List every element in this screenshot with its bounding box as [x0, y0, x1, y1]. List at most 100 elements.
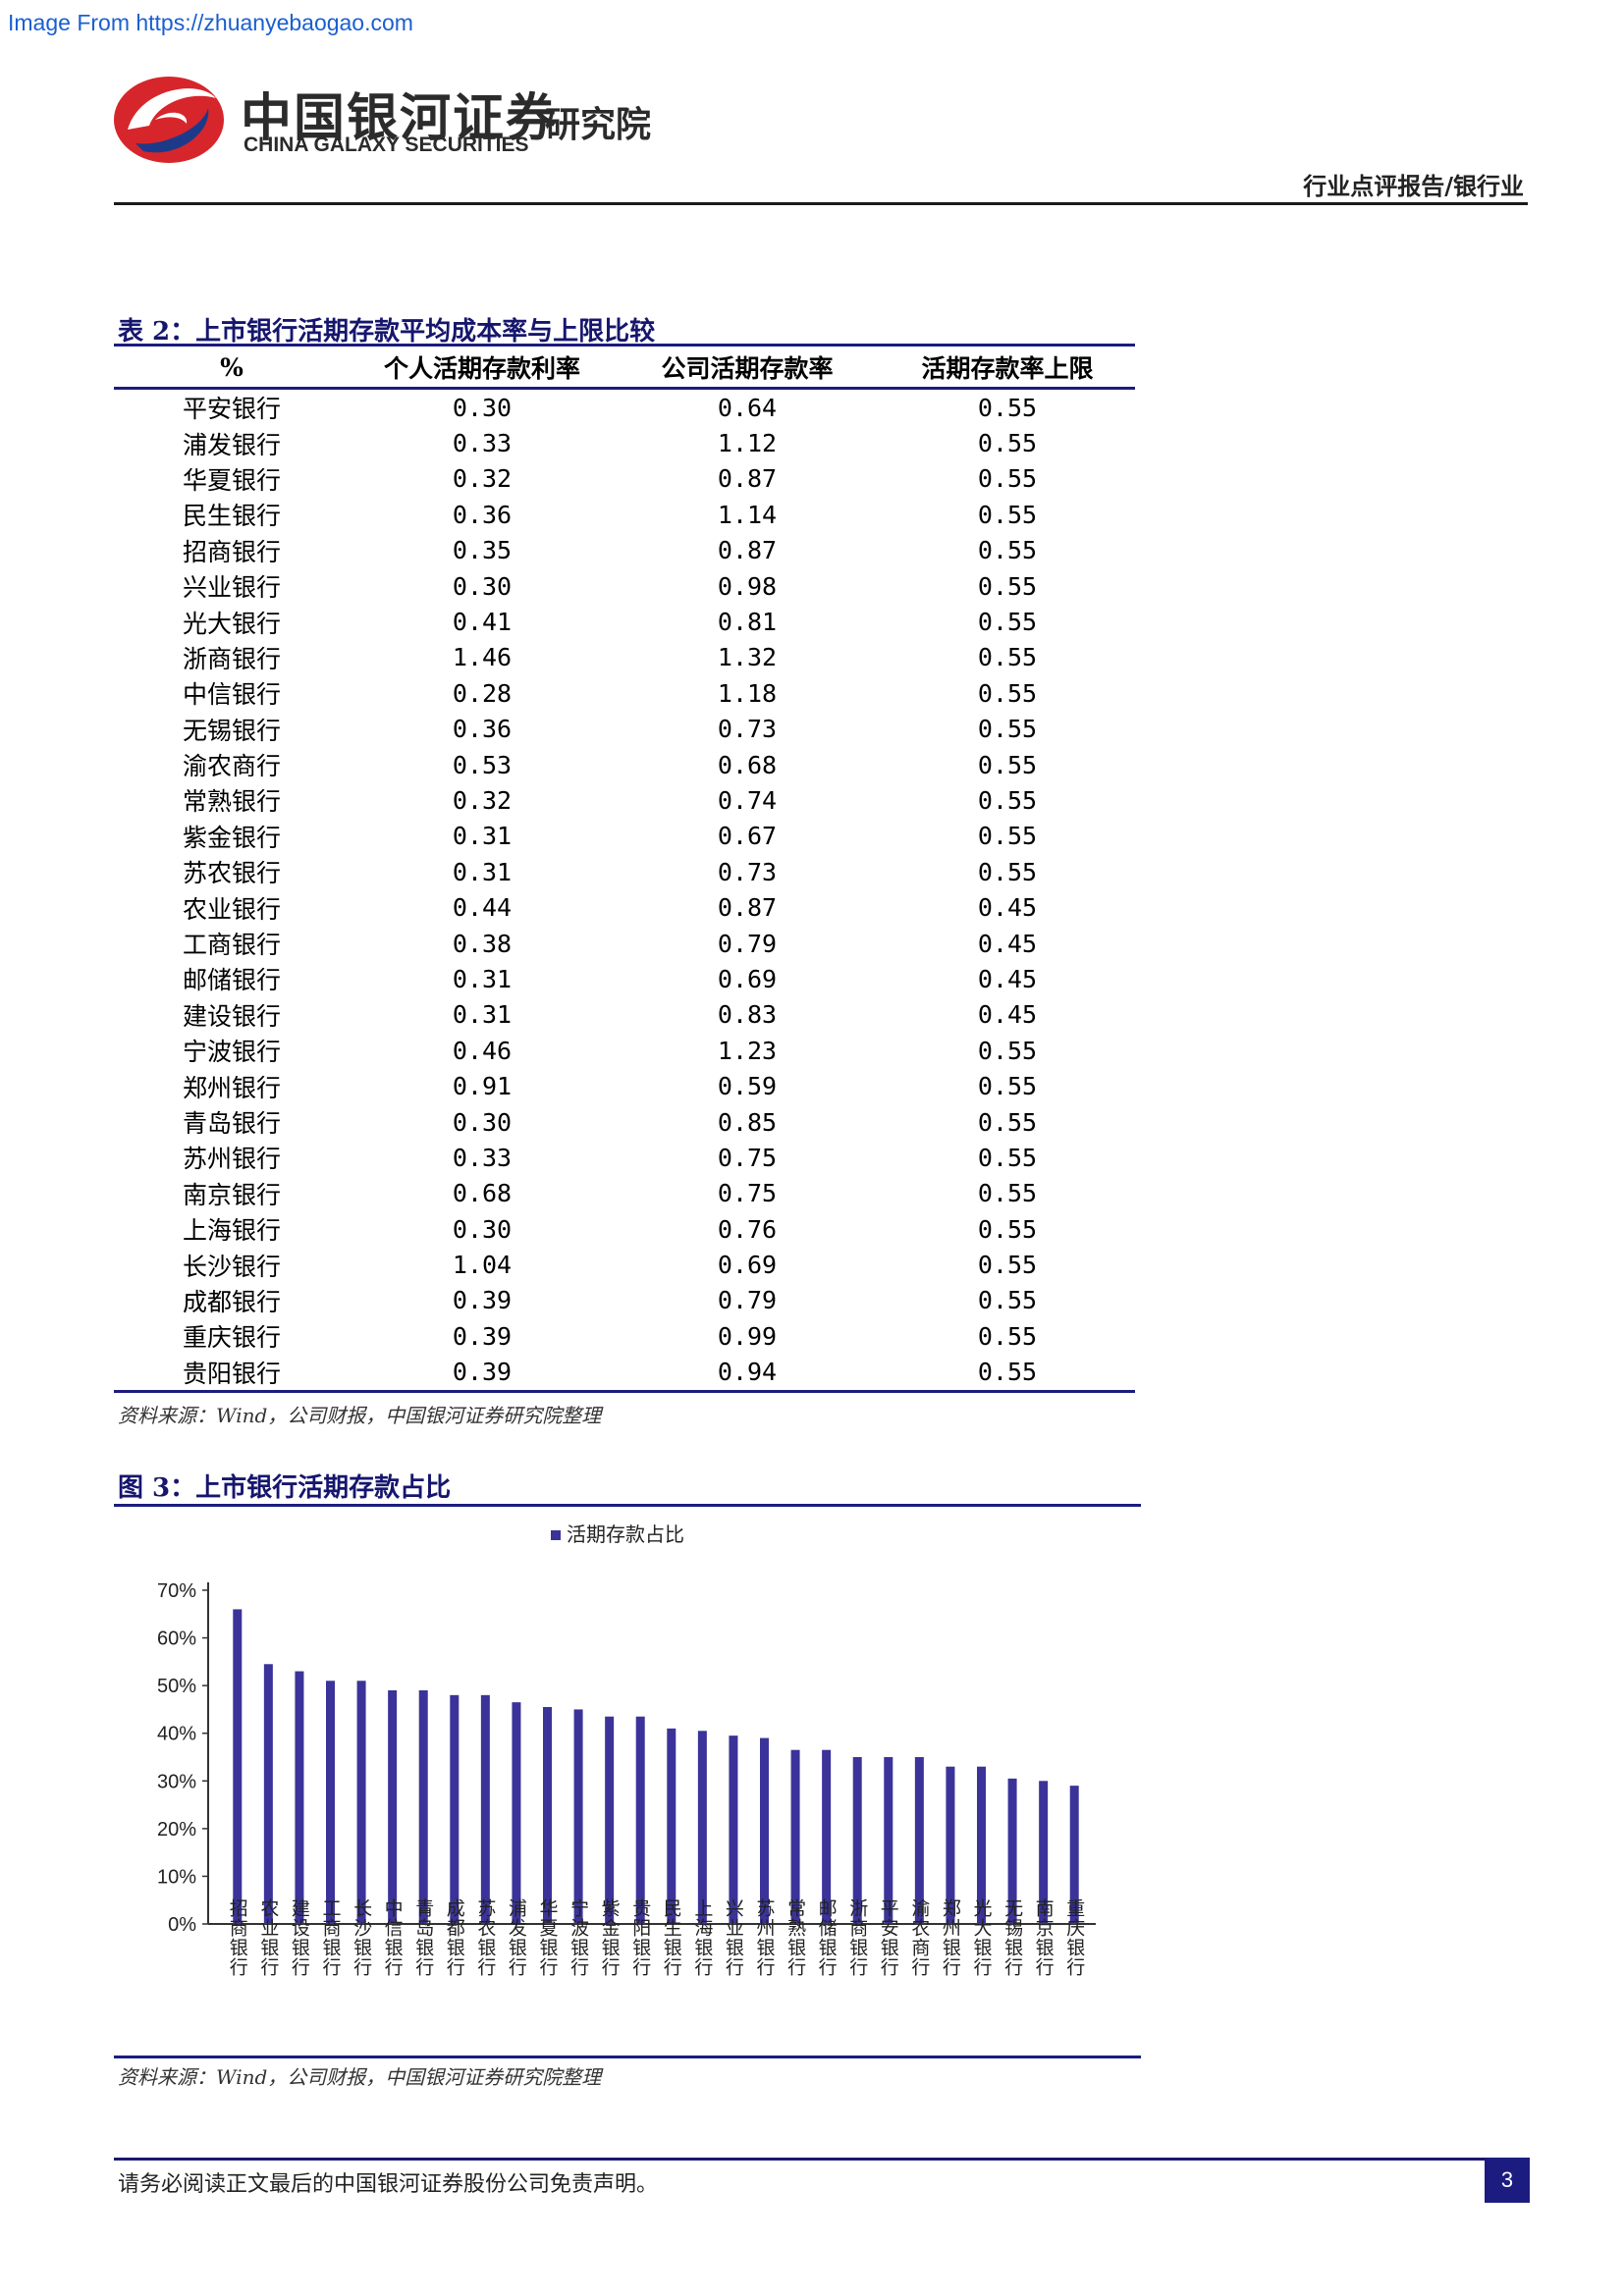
- personal-rate-cell: 1.04: [452, 1251, 513, 1280]
- personal-rate-cell: 0.39: [452, 1286, 513, 1315]
- table-row: 重庆银行 0.39 0.99 0.55: [114, 1318, 1135, 1354]
- bar: [760, 1737, 769, 1924]
- bank-name-cell: 紫金银行: [182, 823, 281, 852]
- y-tick-label: 20%: [157, 1819, 196, 1841]
- corporate-rate-cell: 0.68: [717, 750, 778, 779]
- x-tick-label: 成都银行: [444, 1898, 465, 1977]
- x-tick-label: 兴业银行: [723, 1898, 744, 1977]
- rate-cap-cell: 0.45: [977, 893, 1038, 923]
- x-tick-label: 光大银行: [971, 1898, 993, 1977]
- corporate-rate-cell: 1.32: [717, 643, 778, 672]
- personal-rate-cell: 0.32: [452, 785, 513, 815]
- y-tick-label: 30%: [157, 1771, 196, 1792]
- bar: [388, 1690, 398, 1924]
- bar: [573, 1709, 583, 1924]
- personal-rate-cell: 0.30: [452, 393, 513, 422]
- personal-rate-cell: 0.36: [452, 715, 513, 744]
- corporate-rate-cell: 0.87: [717, 536, 778, 565]
- column-header-unit: %: [114, 347, 350, 390]
- rate-cap-cell: 0.55: [977, 785, 1038, 815]
- bar: [667, 1728, 677, 1924]
- x-tick-label: 贵阳银行: [629, 1898, 651, 1977]
- bar: [790, 1749, 800, 1924]
- x-tick-label: 邮储银行: [816, 1898, 838, 1977]
- bar: [1007, 1778, 1017, 1924]
- bank-name-cell: 中信银行: [182, 680, 281, 710]
- corporate-rate-cell: 0.87: [717, 464, 778, 494]
- x-tick-label: 重庆银行: [1063, 1898, 1085, 1977]
- header-divider: [114, 202, 1528, 205]
- table-body: 平安银行 0.30 0.64 0.55 浦发银行 0.33 1.12 0.55 华夏银行 0.32…: [114, 389, 1135, 1393]
- bank-name-cell: 浙商银行: [182, 644, 281, 673]
- bar: [295, 1671, 304, 1924]
- corporate-rate-cell: 0.69: [717, 1251, 778, 1280]
- corporate-rate-cell: 0.79: [717, 1286, 778, 1315]
- table-top-divider: [114, 344, 1135, 347]
- bar: [418, 1690, 428, 1924]
- table-row: 民生银行 0.36 1.14 0.55: [114, 497, 1135, 532]
- bar: [356, 1681, 366, 1924]
- watermark-link[interactable]: Image From https://zhuanyebaogao.com: [8, 10, 413, 35]
- corporate-rate-cell: 0.75: [717, 1143, 778, 1172]
- bar: [326, 1681, 335, 1924]
- rate-cap-cell: 0.55: [977, 1179, 1038, 1208]
- legend-label: 活期存款占比: [567, 1522, 684, 1546]
- corporate-rate-cell: 0.81: [717, 608, 778, 637]
- rate-cap-cell: 0.55: [977, 1321, 1038, 1351]
- personal-rate-cell: 0.33: [452, 1143, 513, 1172]
- bank-name-cell: 浦发银行: [182, 430, 281, 459]
- x-tick-label: 上海银行: [691, 1898, 713, 1977]
- rate-cap-cell: 0.55: [977, 643, 1038, 672]
- corporate-rate-cell: 0.73: [717, 857, 778, 886]
- bar: [1069, 1786, 1079, 1924]
- table-row: 建设银行 0.31 0.83 0.45: [114, 997, 1135, 1033]
- table-source-note: 资料来源：Wind，公司财报，中国银河证券研究院整理: [118, 1404, 602, 1427]
- bank-name-cell: 郑州银行: [182, 1073, 281, 1102]
- bank-name-cell: 上海银行: [182, 1216, 281, 1246]
- personal-rate-cell: 0.32: [452, 464, 513, 494]
- x-tick-label: 中信银行: [382, 1898, 404, 1977]
- column-header-personal-rate: 个人活期存款利率: [350, 347, 615, 390]
- corporate-rate-cell: 1.12: [717, 429, 778, 458]
- rate-cap-cell: 0.55: [977, 1036, 1038, 1065]
- corporate-rate-cell: 0.85: [717, 1107, 778, 1137]
- x-tick-label: 平安银行: [878, 1898, 899, 1977]
- column-header-corporate-rate: 公司活期存款率: [615, 347, 880, 390]
- corporate-rate-cell: 0.73: [717, 715, 778, 744]
- logo-chinese-name: 中国银河证券: [241, 89, 560, 148]
- table-row: 紫金银行 0.31 0.67 0.55: [114, 819, 1135, 854]
- x-tick-label: 招商银行: [227, 1898, 248, 1977]
- report-category: 行业点评报告/银行业: [1303, 172, 1524, 200]
- corporate-rate-cell: 0.76: [717, 1214, 778, 1244]
- rate-cap-cell: 0.55: [977, 1251, 1038, 1280]
- table-row: 青岛银行 0.30 0.85 0.55: [114, 1104, 1135, 1140]
- table-row: 成都银行 0.39 0.79 0.55: [114, 1283, 1135, 1318]
- x-tick-label: 农业银行: [257, 1898, 279, 1977]
- x-tick-label: 宁波银行: [568, 1898, 589, 1977]
- bank-name-cell: 民生银行: [182, 502, 281, 531]
- table-row: 光大银行 0.41 0.81 0.55: [114, 604, 1135, 639]
- x-tick-label: 紫金银行: [599, 1898, 621, 1977]
- bar: [852, 1757, 862, 1924]
- table-row: 渝农商行 0.53 0.68 0.55: [114, 747, 1135, 782]
- corporate-rate-cell: 0.83: [717, 1000, 778, 1030]
- rate-cap-cell: 0.55: [977, 857, 1038, 886]
- y-tick-label: 40%: [157, 1724, 196, 1745]
- table-row: 平安银行 0.30 0.64 0.55: [114, 389, 1135, 426]
- y-tick-label: 70%: [157, 1580, 196, 1602]
- personal-rate-cell: 0.39: [350, 1354, 615, 1393]
- y-tick-label: 50%: [157, 1676, 196, 1697]
- rate-cap-cell: 0.55: [977, 822, 1038, 851]
- chart-bottom-divider: [114, 2056, 1141, 2058]
- personal-rate-cell: 0.68: [452, 1179, 513, 1208]
- bar: [450, 1694, 460, 1924]
- rate-cap-cell: 0.55: [977, 715, 1038, 744]
- rate-cap-cell: 0.55: [977, 1107, 1038, 1137]
- personal-rate-cell: 0.39: [452, 1321, 513, 1351]
- table-row: 上海银行 0.30 0.76 0.55: [114, 1211, 1135, 1247]
- corporate-rate-cell: 0.87: [717, 893, 778, 923]
- bank-name-cell: 农业银行: [182, 894, 281, 924]
- personal-rate-cell: 0.30: [452, 1107, 513, 1137]
- rate-cap-cell: 0.55: [977, 571, 1038, 601]
- x-tick-label: 民生银行: [661, 1898, 682, 1977]
